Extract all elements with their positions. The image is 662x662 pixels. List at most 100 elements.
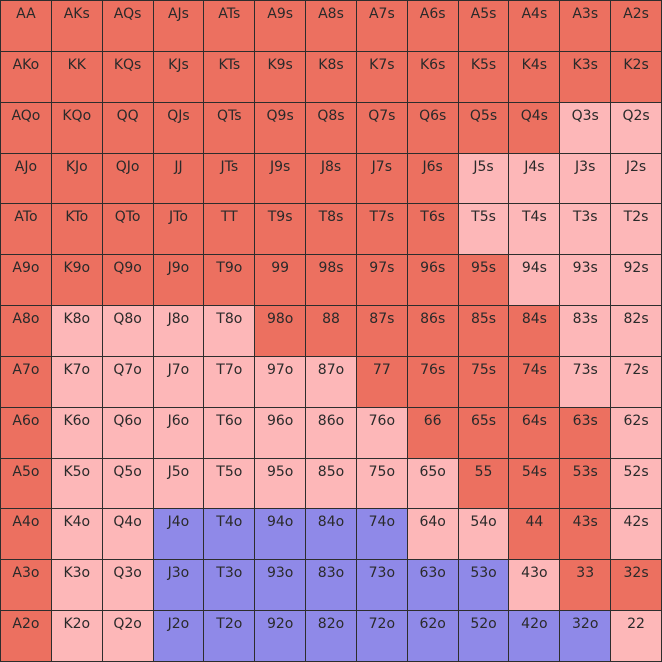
hand-cell-96o[interactable]: 96o (255, 407, 307, 459)
hand-cell-T7o[interactable]: T7o (204, 356, 256, 408)
hand-cell-82s[interactable]: 82s (611, 306, 662, 357)
hand-cell-AA[interactable]: AA (1, 1, 52, 52)
hand-cell-Q3s[interactable]: Q3s (560, 102, 612, 154)
hand-cell-J9s[interactable]: J9s (255, 153, 307, 205)
hand-cell-74o[interactable]: 74o (356, 509, 408, 561)
hand-cell-Q8s[interactable]: Q8s (306, 102, 357, 154)
hand-cell-T8s[interactable]: T8s (306, 204, 357, 256)
hand-cell-K2o[interactable]: K2o (51, 611, 103, 662)
hand-cell-T9o[interactable]: T9o (204, 255, 256, 307)
hand-cell-76s[interactable]: 76s (407, 356, 459, 408)
hand-cell-64s[interactable]: 64s (509, 407, 561, 459)
hand-cell-K3s[interactable]: K3s (560, 51, 612, 103)
hand-cell-T5s[interactable]: T5s (458, 204, 510, 256)
hand-cell-Q3o[interactable]: Q3o (102, 560, 154, 612)
hand-cell-J7s[interactable]: J7s (356, 153, 408, 205)
hand-cell-33[interactable]: 33 (560, 560, 612, 612)
hand-cell-QJo[interactable]: QJo (102, 153, 154, 205)
hand-cell-63o[interactable]: 63o (407, 560, 459, 612)
hand-cell-AKs[interactable]: AKs (51, 1, 103, 52)
hand-cell-Q6o[interactable]: Q6o (102, 407, 154, 459)
hand-cell-54o[interactable]: 54o (458, 509, 510, 561)
hand-cell-K7s[interactable]: K7s (356, 51, 408, 103)
hand-cell-93o[interactable]: 93o (255, 560, 307, 612)
hand-cell-T4s[interactable]: T4s (509, 204, 561, 256)
hand-cell-KQo[interactable]: KQo (51, 102, 103, 154)
hand-cell-42s[interactable]: 42s (611, 509, 662, 561)
hand-cell-AJo[interactable]: AJo (1, 153, 52, 205)
hand-cell-A9s[interactable]: A9s (255, 1, 307, 52)
hand-cell-53s[interactable]: 53s (560, 458, 612, 510)
hand-cell-A9o[interactable]: A9o (1, 255, 52, 307)
hand-cell-K2s[interactable]: K2s (611, 51, 662, 103)
hand-cell-A6o[interactable]: A6o (1, 407, 52, 459)
hand-cell-J6o[interactable]: J6o (153, 407, 205, 459)
hand-cell-QQ[interactable]: QQ (102, 102, 154, 154)
hand-cell-QJs[interactable]: QJs (153, 102, 205, 154)
hand-cell-J4s[interactable]: J4s (509, 153, 561, 205)
hand-cell-Q4s[interactable]: Q4s (509, 102, 561, 154)
hand-cell-94o[interactable]: 94o (255, 509, 307, 561)
hand-cell-43s[interactable]: 43s (560, 509, 612, 561)
hand-cell-94s[interactable]: 94s (509, 255, 561, 307)
hand-cell-A8o[interactable]: A8o (1, 306, 52, 357)
hand-cell-Q7o[interactable]: Q7o (102, 356, 154, 408)
hand-cell-J5s[interactable]: J5s (458, 153, 510, 205)
hand-cell-Q2o[interactable]: Q2o (102, 611, 154, 662)
hand-cell-J5o[interactable]: J5o (153, 458, 205, 510)
hand-cell-97s[interactable]: 97s (356, 255, 408, 307)
hand-cell-ATo[interactable]: ATo (1, 204, 52, 256)
hand-cell-K9o[interactable]: K9o (51, 255, 103, 307)
hand-cell-A3o[interactable]: A3o (1, 560, 52, 612)
hand-cell-74s[interactable]: 74s (509, 356, 561, 408)
hand-cell-86o[interactable]: 86o (306, 407, 357, 459)
hand-cell-72o[interactable]: 72o (356, 611, 408, 662)
hand-cell-77[interactable]: 77 (356, 356, 408, 408)
hand-cell-K8s[interactable]: K8s (306, 51, 357, 103)
hand-cell-22[interactable]: 22 (611, 611, 662, 662)
hand-cell-98s[interactable]: 98s (306, 255, 357, 307)
hand-cell-98o[interactable]: 98o (255, 306, 307, 357)
hand-cell-92o[interactable]: 92o (255, 611, 307, 662)
hand-cell-43o[interactable]: 43o (509, 560, 561, 612)
hand-cell-AJs[interactable]: AJs (153, 1, 205, 52)
hand-cell-Q5o[interactable]: Q5o (102, 458, 154, 510)
hand-cell-85o[interactable]: 85o (306, 458, 357, 510)
hand-cell-K8o[interactable]: K8o (51, 306, 103, 357)
hand-cell-32o[interactable]: 32o (560, 611, 612, 662)
hand-cell-J3o[interactable]: J3o (153, 560, 205, 612)
hand-cell-84s[interactable]: 84s (509, 306, 561, 357)
hand-cell-KJo[interactable]: KJo (51, 153, 103, 205)
hand-cell-K5o[interactable]: K5o (51, 458, 103, 510)
hand-cell-65s[interactable]: 65s (458, 407, 510, 459)
hand-cell-J3s[interactable]: J3s (560, 153, 612, 205)
hand-cell-85s[interactable]: 85s (458, 306, 510, 357)
hand-cell-T9s[interactable]: T9s (255, 204, 307, 256)
hand-cell-Q9o[interactable]: Q9o (102, 255, 154, 307)
hand-cell-KTs[interactable]: KTs (204, 51, 256, 103)
hand-cell-T3o[interactable]: T3o (204, 560, 256, 612)
hand-cell-J4o[interactable]: J4o (153, 509, 205, 561)
hand-cell-Q2s[interactable]: Q2s (611, 102, 662, 154)
hand-cell-T4o[interactable]: T4o (204, 509, 256, 561)
hand-cell-84o[interactable]: 84o (306, 509, 357, 561)
hand-cell-A4s[interactable]: A4s (509, 1, 561, 52)
hand-cell-KJs[interactable]: KJs (153, 51, 205, 103)
hand-cell-KQs[interactable]: KQs (102, 51, 154, 103)
hand-cell-JTo[interactable]: JTo (153, 204, 205, 256)
hand-cell-J6s[interactable]: J6s (407, 153, 459, 205)
hand-cell-T2s[interactable]: T2s (611, 204, 662, 256)
hand-cell-66[interactable]: 66 (407, 407, 459, 459)
hand-cell-96s[interactable]: 96s (407, 255, 459, 307)
hand-cell-J7o[interactable]: J7o (153, 356, 205, 408)
hand-cell-52o[interactable]: 52o (458, 611, 510, 662)
hand-cell-J8s[interactable]: J8s (306, 153, 357, 205)
hand-cell-52s[interactable]: 52s (611, 458, 662, 510)
hand-cell-T6s[interactable]: T6s (407, 204, 459, 256)
hand-cell-95s[interactable]: 95s (458, 255, 510, 307)
hand-cell-T6o[interactable]: T6o (204, 407, 256, 459)
hand-cell-64o[interactable]: 64o (407, 509, 459, 561)
hand-cell-32s[interactable]: 32s (611, 560, 662, 612)
hand-cell-A5s[interactable]: A5s (458, 1, 510, 52)
hand-cell-JTs[interactable]: JTs (204, 153, 256, 205)
